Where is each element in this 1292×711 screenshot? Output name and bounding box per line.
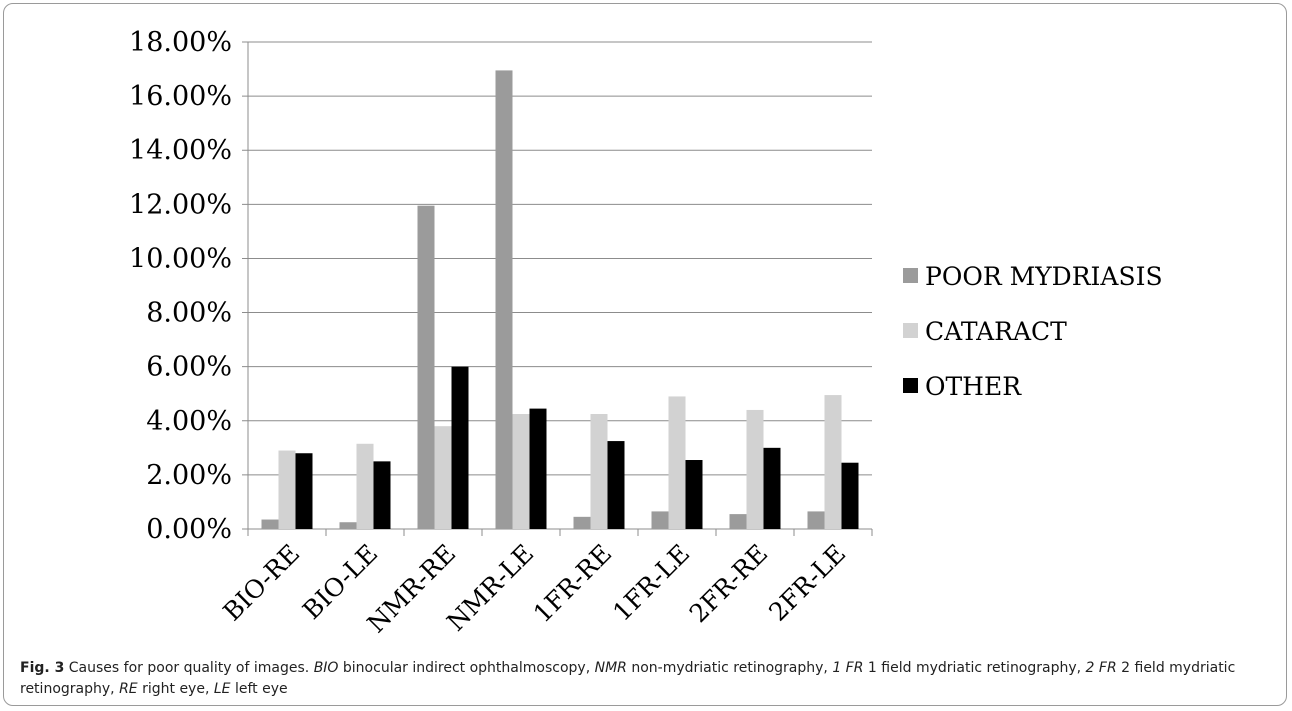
legend-label: CATARACT: [925, 317, 1067, 346]
bar: [807, 511, 825, 529]
legend-swatch: [903, 323, 918, 338]
bar: [339, 522, 357, 529]
bar: [590, 414, 608, 529]
x-tick-label: 2FR-LE: [763, 539, 851, 627]
legend-swatch: [903, 378, 918, 393]
x-tick-label: 2FR-RE: [684, 539, 774, 629]
bar: [841, 462, 859, 529]
bar: [824, 395, 842, 529]
bar: [685, 460, 703, 529]
bar: [261, 519, 279, 529]
caption-def-2fr-text: 2 field mydriatic retinography,: [20, 660, 1236, 697]
caption-def-le-text: left eye: [234, 681, 288, 697]
y-tick-label: 0.00%: [146, 514, 232, 545]
bar: [529, 408, 547, 529]
bar: [356, 443, 374, 529]
y-tick-label: 4.00%: [146, 406, 232, 437]
legend-label: POOR MYDRIASIS: [925, 262, 1163, 291]
bar: [746, 409, 764, 529]
caption-def-nmr-abbr: NMR: [594, 660, 627, 676]
figure-frame: [3, 3, 1287, 706]
y-tick-label: 14.00%: [129, 135, 232, 166]
y-tick-label: 18.00%: [129, 27, 232, 58]
x-tick-label: 1FR-RE: [528, 539, 618, 629]
caption-title: Causes for poor quality of images.: [68, 660, 310, 676]
caption-def-1fr-text: 1 field mydriatic retinography,: [867, 660, 1082, 676]
bar: [651, 511, 669, 529]
caption-def-le-abbr: LE: [213, 681, 231, 697]
bar: [373, 461, 391, 529]
bar: [278, 450, 296, 529]
bar: [668, 396, 686, 529]
bar: [729, 514, 747, 529]
x-tick-label: NMR-LE: [441, 539, 539, 637]
bar: [607, 441, 625, 529]
caption-def-1fr-abbr: 1 FR: [832, 660, 864, 676]
bar: [495, 70, 513, 530]
y-tick-label: 10.00%: [129, 243, 232, 274]
bar: [573, 516, 591, 529]
y-tick-label: 12.00%: [129, 189, 232, 220]
legend-swatch: [903, 268, 918, 283]
bar: [434, 426, 452, 529]
caption-def-re-text: right eye,: [142, 681, 210, 697]
caption-def-bio-text: binocular indirect ophthalmoscopy,: [342, 660, 591, 676]
caption-label: Fig. 3: [20, 660, 65, 676]
bar: [295, 453, 313, 529]
y-tick-label: 16.00%: [129, 81, 232, 112]
caption-def-bio-abbr: BIO: [313, 660, 339, 676]
y-tick-label: 6.00%: [146, 352, 232, 383]
figure-caption: Fig. 3 Causes for poor quality of images…: [20, 658, 1270, 700]
caption-def-nmr-text: non-mydriatic retinography,: [631, 660, 828, 676]
bar: [512, 414, 530, 529]
y-tick-label: 8.00%: [146, 298, 232, 329]
bar: [763, 447, 781, 529]
legend-label: OTHER: [925, 372, 1022, 401]
bar-chart: 0.00% 2.00% 4.00% 6.00% 8.00% 10.00% 12.00% 14.…: [129, 27, 1163, 638]
caption-def-2fr-abbr: 2 FR: [1085, 660, 1117, 676]
bar: [451, 366, 469, 529]
x-tick-label: 1FR-LE: [607, 539, 695, 627]
caption-def-re-abbr: RE: [119, 681, 138, 697]
y-tick-label: 2.00%: [146, 460, 232, 491]
x-tick-label: BIO-RE: [217, 539, 305, 627]
bar: [417, 205, 435, 530]
